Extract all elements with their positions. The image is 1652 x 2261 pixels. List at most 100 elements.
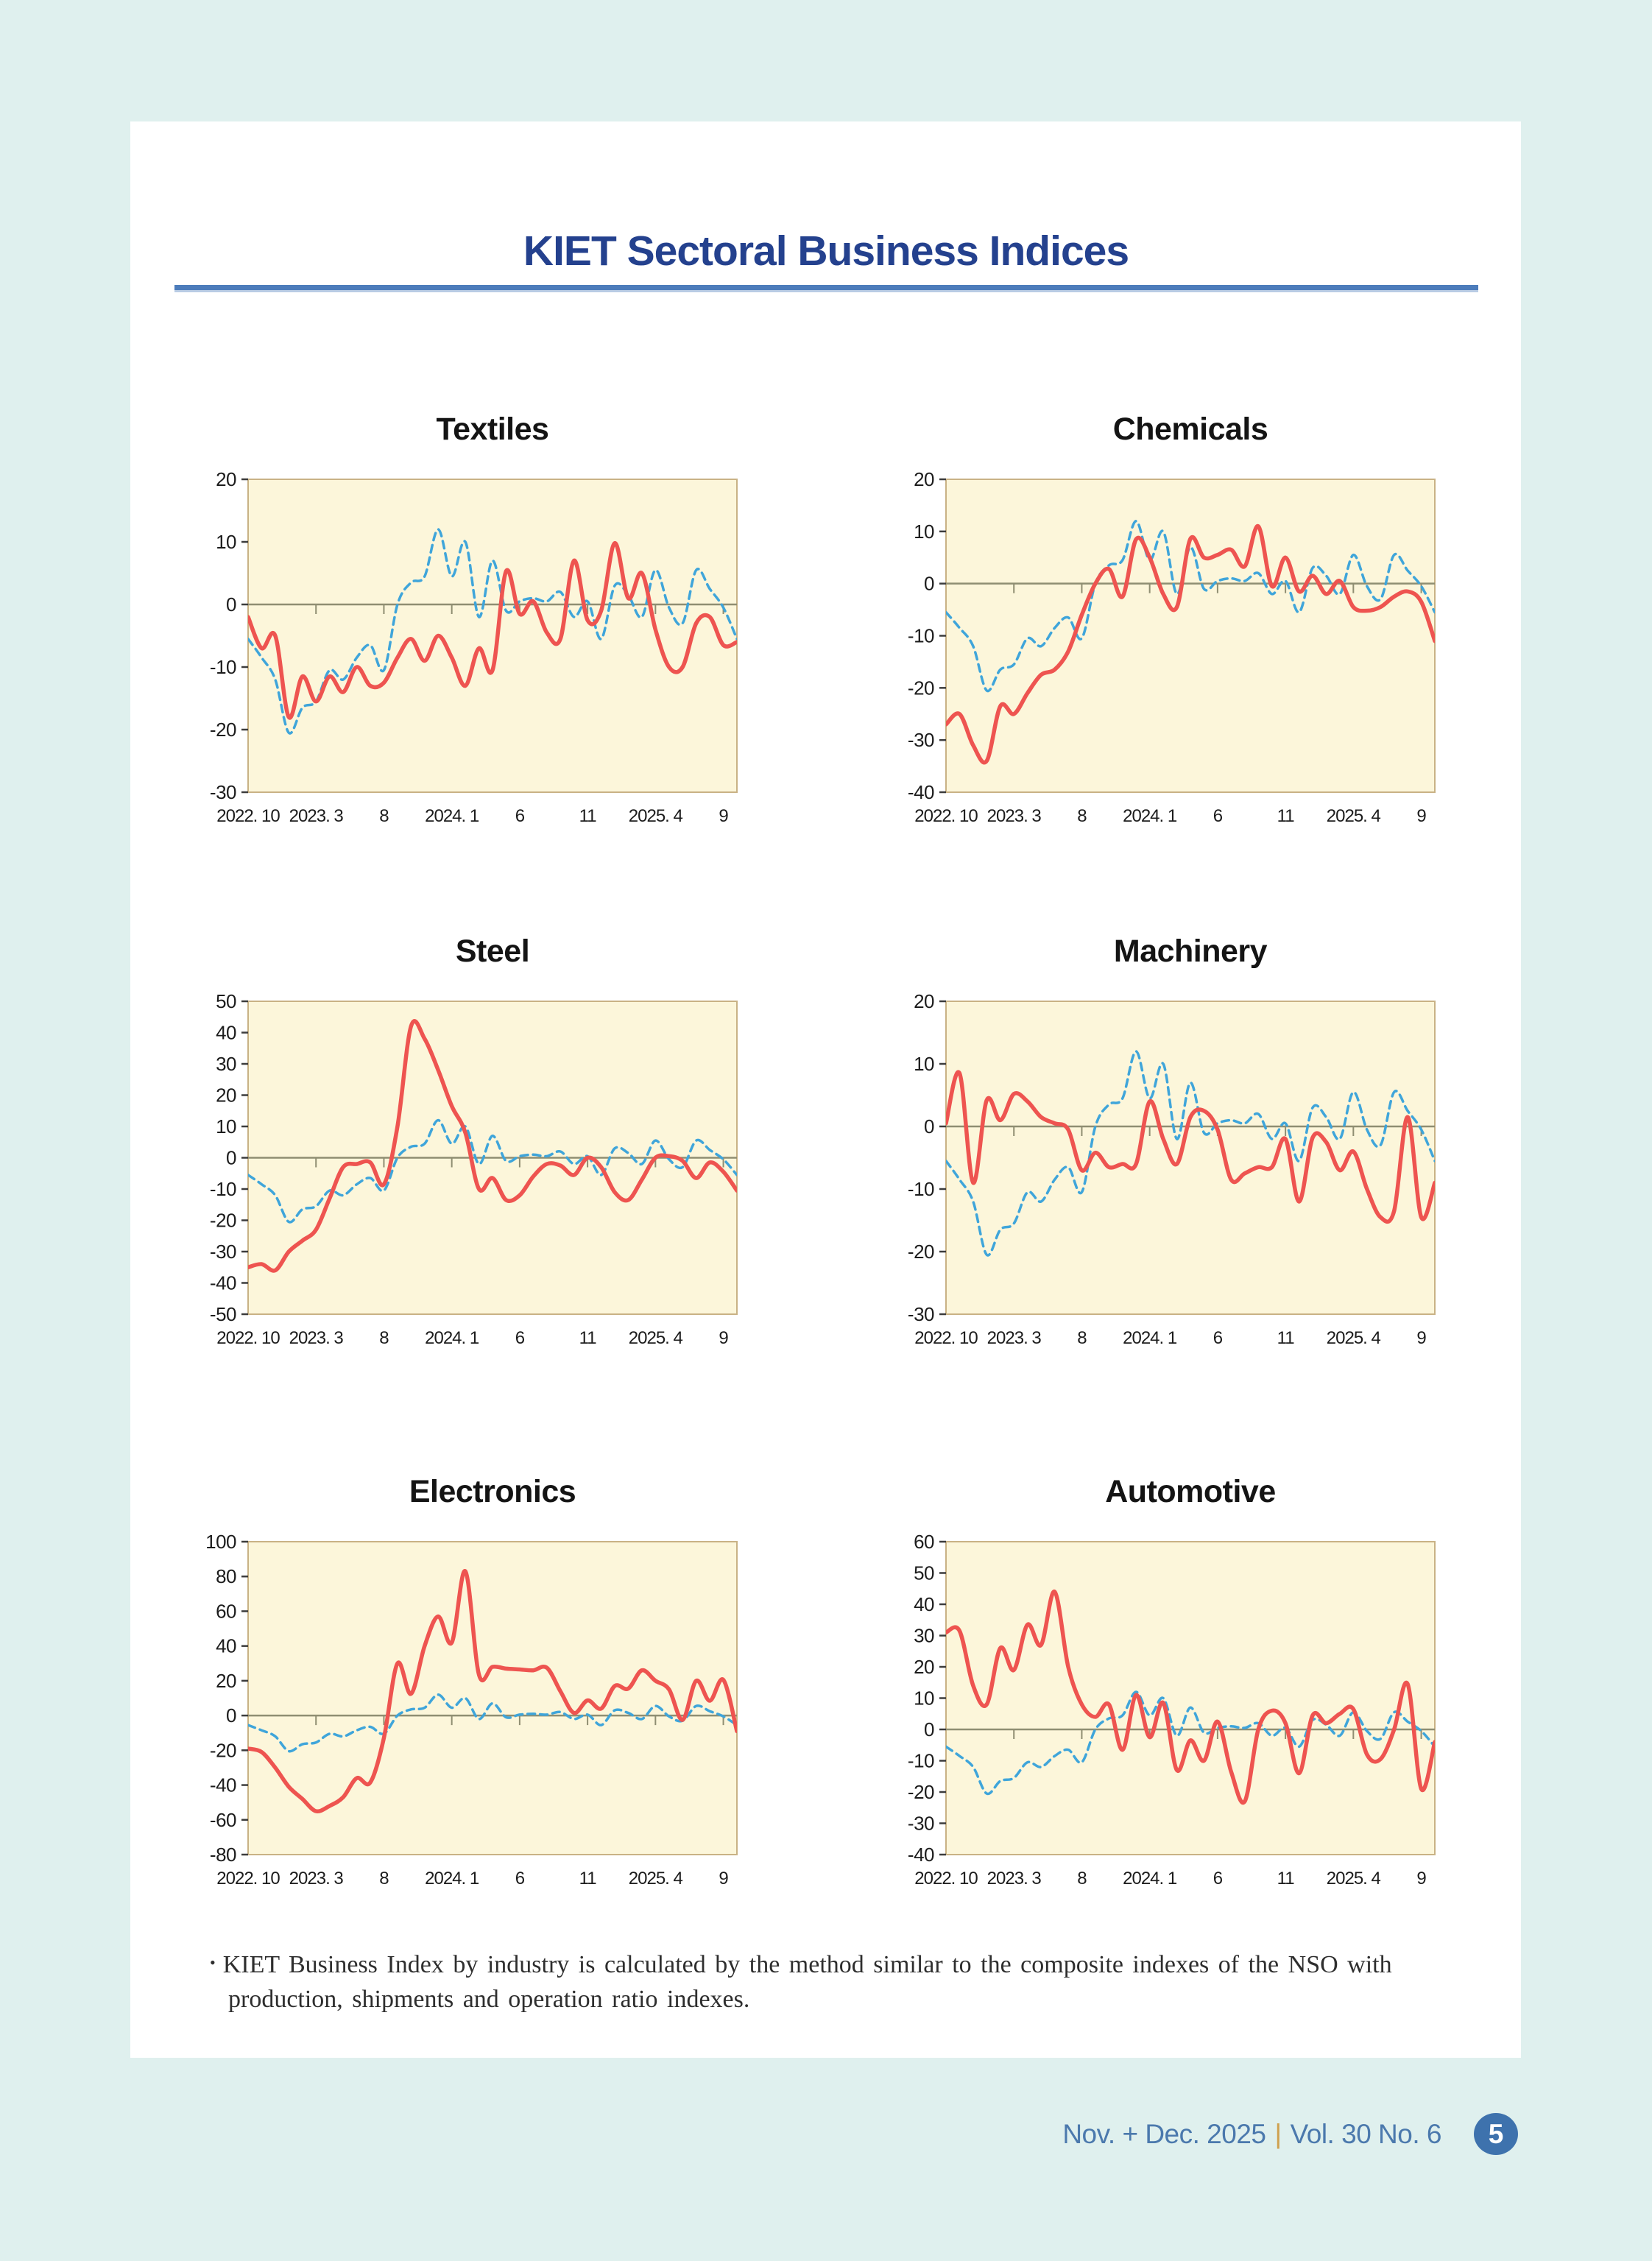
sector-series-line bbox=[248, 1569, 737, 1813]
y-tick-label: -40 bbox=[908, 781, 934, 803]
volume-number: Vol. 30 No. 6 bbox=[1290, 2118, 1442, 2149]
x-tick-label: 2023. 3 bbox=[987, 806, 1042, 826]
x-tick-label: 8 bbox=[379, 1869, 389, 1888]
chart-automotive: Automotive -40 -30 -20 -10 0 10 20 30 40 50 60 2022… bbox=[889, 1468, 1448, 1910]
x-tick-label: 11 bbox=[1277, 806, 1295, 826]
y-tick-label: 10 bbox=[216, 531, 236, 553]
x-tick-label: 2024. 1 bbox=[425, 1328, 479, 1348]
x-tick-label: 2022. 10 bbox=[914, 806, 978, 826]
x-tick-label: 8 bbox=[1077, 1328, 1087, 1348]
y-tick-label: 40 bbox=[216, 1635, 236, 1657]
chart-canvas: -30 -20 -10 0 10 20 2022. 10 2023. 3 8 2024. 1 6 11… bbox=[210, 472, 738, 826]
y-tick-label: -30 bbox=[908, 1813, 934, 1835]
x-tick-label: 2022. 10 bbox=[914, 1328, 978, 1348]
y-tick-label: 0 bbox=[226, 593, 236, 615]
chart-canvas: -30 -20 -10 0 10 20 2022. 10 2023. 3 8 2024. 1 6 11… bbox=[908, 994, 1436, 1348]
y-tick-label: 80 bbox=[216, 1565, 236, 1587]
plot-area bbox=[247, 479, 738, 793]
y-tick-label: 20 bbox=[914, 472, 934, 490]
bullet-icon: • bbox=[210, 1953, 216, 1972]
x-tick-label: 9 bbox=[719, 1869, 728, 1888]
x-tick-label: 2024. 1 bbox=[1123, 1869, 1177, 1888]
chart-title: Steel bbox=[455, 934, 530, 969]
x-tick-label: 2022. 10 bbox=[216, 1869, 280, 1888]
y-tick-label: -40 bbox=[210, 1774, 236, 1796]
x-tick-label: 2024. 1 bbox=[1123, 1328, 1177, 1348]
x-tick-label: 6 bbox=[1213, 806, 1223, 826]
y-tick-label: 20 bbox=[914, 1656, 934, 1678]
x-tick-label: 2025. 4 bbox=[629, 806, 683, 826]
plot-area bbox=[945, 1541, 1436, 1855]
y-tick-label: 50 bbox=[216, 994, 236, 1012]
x-tick-label: 2025. 4 bbox=[1327, 1869, 1381, 1888]
footnote-text-1: KIET Business Index by industry is calcu… bbox=[222, 1951, 1392, 1978]
footnote-line-2: production, shipments and operation rati… bbox=[228, 1986, 750, 2013]
y-tick-label: 60 bbox=[914, 1534, 934, 1553]
y-tick-label: -30 bbox=[908, 1303, 934, 1325]
y-tick-label: 10 bbox=[216, 1115, 236, 1137]
y-tick-label: 10 bbox=[914, 521, 934, 543]
x-tick-label: 9 bbox=[1416, 1328, 1426, 1348]
x-tick-label: 9 bbox=[1416, 806, 1426, 826]
x-tick-label: 8 bbox=[1077, 806, 1087, 826]
x-tick-label: 6 bbox=[515, 1328, 525, 1348]
x-tick-label: 2025. 4 bbox=[629, 1869, 683, 1888]
chart-chemicals: Chemicals -40 -30 -20 -10 0 10 20 2022. 10 2023.… bbox=[889, 406, 1448, 847]
y-tick-label: 0 bbox=[924, 1115, 934, 1137]
y-tick-label: 40 bbox=[914, 1593, 934, 1615]
x-tick-label: 2023. 3 bbox=[987, 1869, 1042, 1888]
y-tick-label: 100 bbox=[205, 1534, 236, 1553]
x-tick-label: 11 bbox=[579, 1328, 597, 1348]
page-title: KIET Sectoral Business Indices bbox=[523, 227, 1129, 275]
y-tick-label: -20 bbox=[210, 719, 236, 741]
y-tick-label: -40 bbox=[908, 1844, 934, 1866]
y-tick-label: 20 bbox=[216, 1084, 236, 1107]
x-tick-label: 2024. 1 bbox=[425, 806, 479, 826]
issue-date: Nov. + Dec. 2025 bbox=[1062, 2118, 1266, 2149]
y-tick-label: 10 bbox=[914, 1053, 934, 1075]
y-tick-label: 0 bbox=[226, 1147, 236, 1169]
x-tick-label: 11 bbox=[1277, 1869, 1295, 1888]
chart-title: Automotive bbox=[1105, 1474, 1276, 1509]
chart-steel: Steel -50 -40 -30 -20 -10 0 10 20 30 40 50 2022. 10… bbox=[191, 928, 750, 1369]
reference-series-line bbox=[946, 1050, 1435, 1257]
x-tick-label: 2023. 3 bbox=[987, 1328, 1042, 1348]
y-tick-label: 50 bbox=[914, 1562, 934, 1584]
y-tick-label: -60 bbox=[210, 1809, 236, 1831]
chart-electronics: Electronics -80 -60 -40 -20 0 20 40 60 80 100 2022… bbox=[191, 1468, 750, 1910]
chart-canvas: -80 -60 -40 -20 0 20 40 60 80 100 2022. 10 2023. 3 8… bbox=[205, 1534, 738, 1888]
y-tick-label: 0 bbox=[226, 1704, 236, 1726]
issue-info: Nov. + Dec. 2025 | Vol. 30 No. 6 bbox=[1062, 2119, 1441, 2150]
y-tick-label: -80 bbox=[210, 1844, 236, 1866]
x-tick-label: 2024. 1 bbox=[425, 1869, 479, 1888]
x-tick-label: 11 bbox=[1277, 1328, 1295, 1348]
chart-canvas: -50 -40 -30 -20 -10 0 10 20 30 40 50 2022. 10 2023. … bbox=[210, 994, 738, 1348]
x-tick-label: 9 bbox=[719, 806, 728, 826]
y-tick-label: -10 bbox=[908, 1178, 934, 1200]
x-tick-label: 6 bbox=[1213, 1328, 1223, 1348]
footer-divider: | bbox=[1274, 2118, 1282, 2149]
chart-title: Machinery bbox=[1113, 934, 1268, 969]
x-tick-label: 6 bbox=[515, 1869, 525, 1888]
x-tick-label: 8 bbox=[379, 1328, 389, 1348]
y-tick-label: -20 bbox=[908, 1241, 934, 1263]
chart-canvas: -40 -30 -20 -10 0 10 20 2022. 10 2023. 3 8 2024. 1… bbox=[908, 472, 1436, 826]
y-tick-label: -20 bbox=[210, 1739, 236, 1761]
y-tick-label: 30 bbox=[914, 1625, 934, 1647]
chart-canvas: -40 -30 -20 -10 0 10 20 30 40 50 60 2022. 10 2023. 3… bbox=[908, 1534, 1436, 1888]
y-tick-label: 10 bbox=[914, 1687, 934, 1710]
x-tick-label: 2025. 4 bbox=[1327, 806, 1381, 826]
x-tick-label: 11 bbox=[579, 806, 597, 826]
x-tick-label: 9 bbox=[719, 1328, 728, 1348]
x-tick-label: 2025. 4 bbox=[629, 1328, 683, 1348]
y-tick-label: -20 bbox=[908, 1781, 934, 1803]
y-tick-label: 20 bbox=[914, 994, 934, 1012]
y-tick-label: 40 bbox=[216, 1022, 236, 1044]
plot-area bbox=[945, 479, 1436, 793]
x-tick-label: 2022. 10 bbox=[216, 1328, 280, 1348]
x-tick-label: 9 bbox=[1416, 1869, 1426, 1888]
chart-machinery: Machinery -30 -20 -10 0 10 20 2022. 10 2023. 3 8… bbox=[889, 928, 1448, 1369]
footnote: • KIET Business Index by industry is calc… bbox=[210, 1945, 1473, 2017]
y-tick-label: -20 bbox=[908, 677, 934, 699]
x-tick-label: 2023. 3 bbox=[289, 806, 344, 826]
